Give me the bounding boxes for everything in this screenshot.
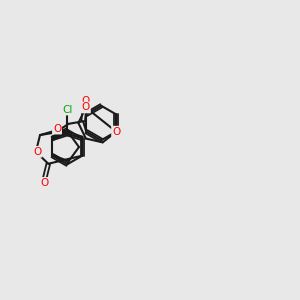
Text: O: O [33,147,41,157]
Text: O: O [81,96,90,106]
Text: O: O [53,124,61,134]
Text: Cl: Cl [62,104,73,115]
Text: O: O [82,103,90,112]
Text: O: O [40,178,48,188]
Text: O: O [112,127,120,136]
